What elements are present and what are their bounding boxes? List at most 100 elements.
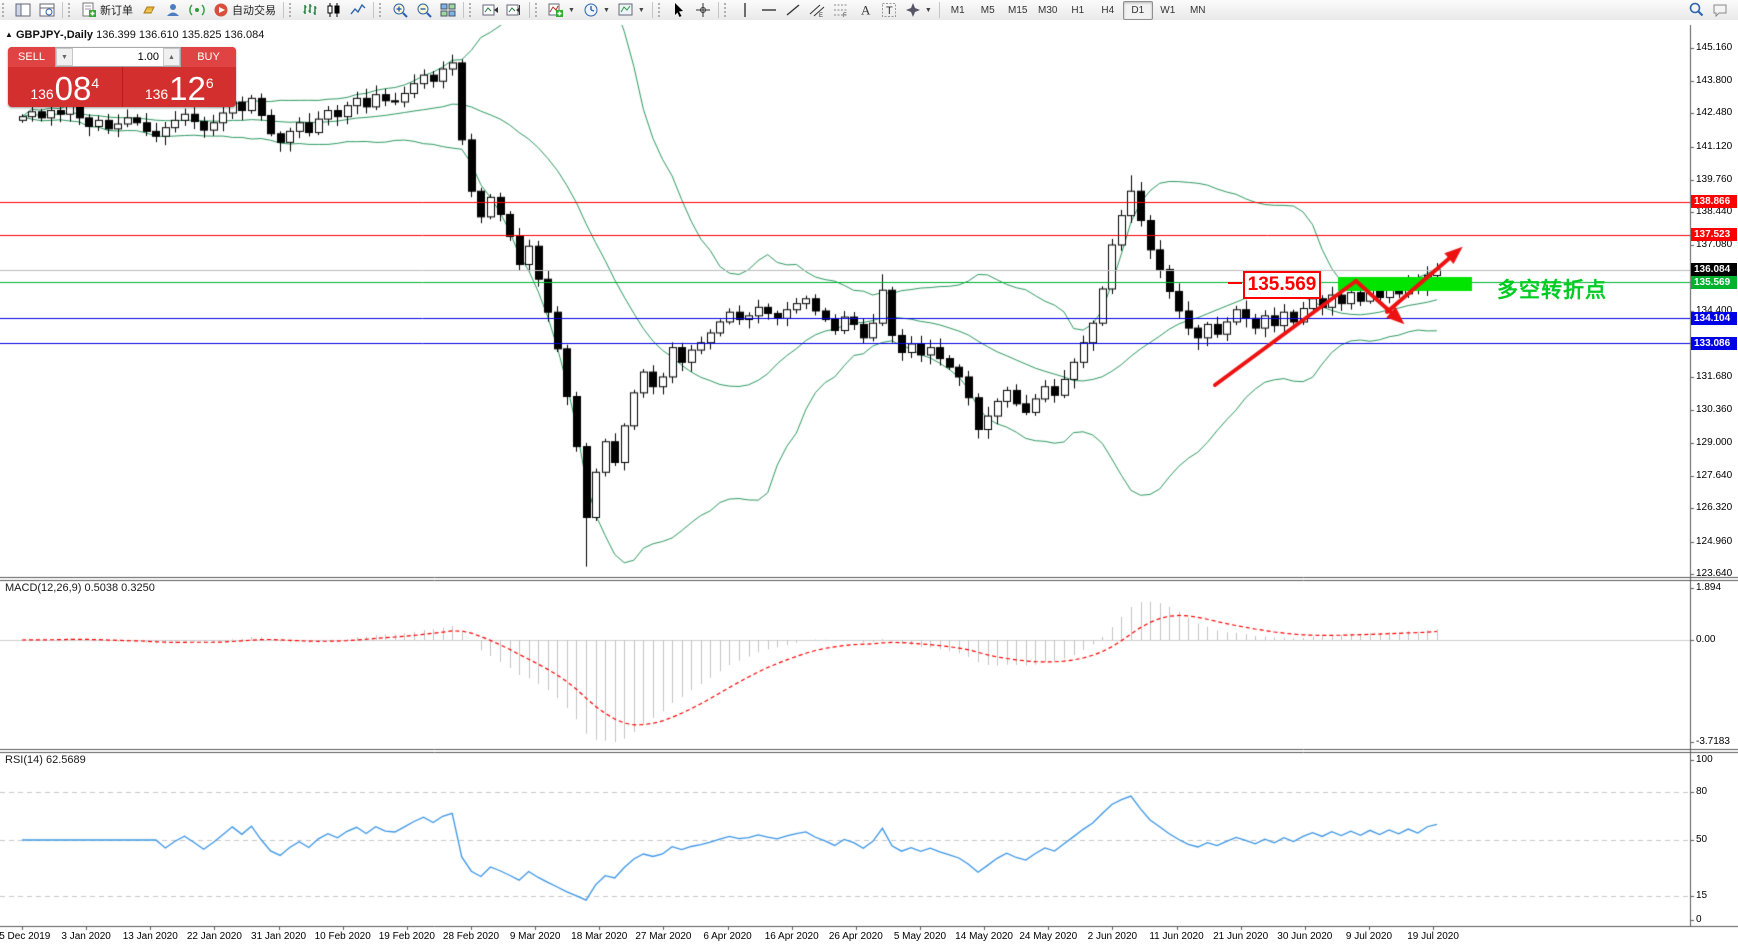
- buy-price-sup: 6: [205, 75, 214, 91]
- main-toolbar: 新订单 自动交易 ▼ ▼ ▼ E F A T ▼ M1 M5 M15 M30 H1 H4 D1 W1 MN: [0, 0, 1738, 21]
- svg-text:E: E: [819, 13, 823, 18]
- toolbar-separator: [651, 2, 653, 18]
- zoom-out-icon: [417, 3, 432, 18]
- chat-button[interactable]: [1708, 0, 1732, 20]
- signals-icon: [189, 4, 205, 16]
- indicators-icon: [548, 3, 563, 17]
- chart-canvas[interactable]: [0, 20, 1738, 947]
- community-icon: [167, 4, 179, 16]
- chevron-down-icon: ▼: [602, 6, 610, 14]
- buy-price-button[interactable]: 136 12 6: [123, 67, 237, 107]
- chevron-down-icon: ▼: [637, 6, 645, 14]
- channel-icon: E: [809, 4, 825, 18]
- timeframe-button-m1[interactable]: M1: [950, 4, 965, 16]
- horizontal-line-icon: [761, 9, 776, 11]
- trendline-icon: [786, 4, 800, 16]
- autotrading-button[interactable]: 自动交易: [209, 0, 280, 20]
- chevron-down-icon: ▼: [924, 6, 932, 14]
- indicators-button[interactable]: ▼: [544, 0, 579, 20]
- zoom-in-icon: [393, 3, 408, 18]
- price-callout-label[interactable]: 135.569: [1243, 271, 1321, 299]
- timeframe-button-mn[interactable]: MN: [1189, 4, 1206, 16]
- community-button[interactable]: [161, 0, 185, 20]
- toolbar-grip: [657, 3, 665, 17]
- volume-decrease-button[interactable]: ▼: [56, 48, 73, 66]
- toolbar-grip: [469, 3, 476, 17]
- charts-panel-button[interactable]: [11, 0, 35, 20]
- cursor-icon: [674, 3, 683, 17]
- text-button[interactable]: A: [853, 0, 877, 20]
- svg-text:A: A: [861, 3, 871, 18]
- buy-button[interactable]: BUY: [181, 47, 236, 67]
- deposit-icon: [143, 6, 155, 14]
- svg-text:F: F: [843, 13, 847, 18]
- timeframe-button-h4[interactable]: H4: [1101, 4, 1115, 16]
- timeframe-button-w1[interactable]: W1: [1160, 4, 1176, 16]
- sell-button[interactable]: SELL: [8, 47, 55, 67]
- sell-price-sup: 4: [91, 75, 100, 91]
- sell-price-big: 08: [54, 70, 92, 107]
- new-order-button[interactable]: 新订单: [77, 0, 137, 20]
- zoom-out-button[interactable]: [412, 0, 436, 20]
- vertical-line-button[interactable]: [733, 0, 757, 20]
- autotrading-label: 自动交易: [232, 5, 276, 17]
- cursor-button[interactable]: [667, 0, 691, 20]
- chevron-down-icon: ▼: [568, 6, 575, 14]
- chat-icon: [1713, 4, 1727, 18]
- toolbar-separator: [529, 2, 530, 18]
- signals-button[interactable]: [185, 0, 209, 20]
- line-chart-button[interactable]: [346, 0, 370, 20]
- toolbar-grip: [68, 3, 75, 17]
- toolbar-grip: [535, 3, 542, 17]
- toolbar-separator: [938, 2, 940, 18]
- zoom-in-button[interactable]: [388, 0, 412, 20]
- sell-price-prefix: 136: [30, 86, 54, 102]
- label-button[interactable]: T: [877, 0, 901, 20]
- turning-point-note[interactable]: 多空转折点: [1497, 279, 1607, 302]
- search-icon: [1689, 2, 1704, 17]
- timeframe-button-d1[interactable]: D1: [1122, 0, 1153, 20]
- auto-scroll-icon: [482, 4, 498, 16]
- bar-chart-icon: [303, 4, 317, 15]
- buy-price-big: 12: [169, 70, 206, 107]
- timeframe-button-m30[interactable]: M30: [1038, 4, 1058, 16]
- chart-shift-button[interactable]: [502, 0, 526, 20]
- arrows-icon: [905, 3, 920, 17]
- charts-panel-icon: [15, 3, 31, 17]
- timeframe-button-h1[interactable]: H1: [1071, 4, 1085, 16]
- toolbar-separator: [62, 2, 63, 18]
- data-window-button[interactable]: [35, 0, 59, 20]
- timeframe-button-m15[interactable]: M15: [1008, 4, 1028, 16]
- line-chart-icon: [350, 3, 366, 15]
- sell-price-button[interactable]: 136 08 4: [8, 67, 123, 107]
- toolbar-grip: [2, 3, 9, 17]
- volume-input[interactable]: [73, 48, 163, 66]
- crosshair-icon: [695, 3, 710, 17]
- horizontal-line-button[interactable]: [757, 0, 781, 20]
- search-button[interactable]: [1684, 0, 1708, 20]
- timeframe-button-m5[interactable]: M5: [980, 4, 995, 16]
- toolbar-grip: [723, 3, 731, 17]
- toolbar-grip: [379, 3, 386, 17]
- autotrading-icon: [214, 3, 228, 17]
- chart-shift-icon: [506, 4, 520, 16]
- fibonacci-button[interactable]: F: [829, 0, 853, 20]
- arrows-button[interactable]: ▼: [901, 0, 936, 20]
- templates-icon: [618, 3, 633, 16]
- crosshair-button[interactable]: [691, 0, 715, 20]
- candlestick-chart-button[interactable]: [322, 0, 346, 20]
- deposit-button[interactable]: [137, 0, 161, 20]
- new-order-label: 新订单: [100, 5, 133, 17]
- bar-chart-button[interactable]: [298, 0, 322, 20]
- trendline-button[interactable]: [781, 0, 805, 20]
- toolbar-separator: [283, 2, 284, 18]
- svg-text:T: T: [886, 5, 893, 17]
- toolbar-separator: [373, 2, 374, 18]
- volume-increase-button[interactable]: ▲: [163, 48, 180, 66]
- periods-button[interactable]: ▼: [579, 0, 614, 20]
- channel-button[interactable]: E: [805, 0, 829, 20]
- tile-windows-button[interactable]: [436, 0, 460, 20]
- auto-scroll-button[interactable]: [478, 0, 502, 20]
- templates-button[interactable]: ▼: [614, 0, 649, 20]
